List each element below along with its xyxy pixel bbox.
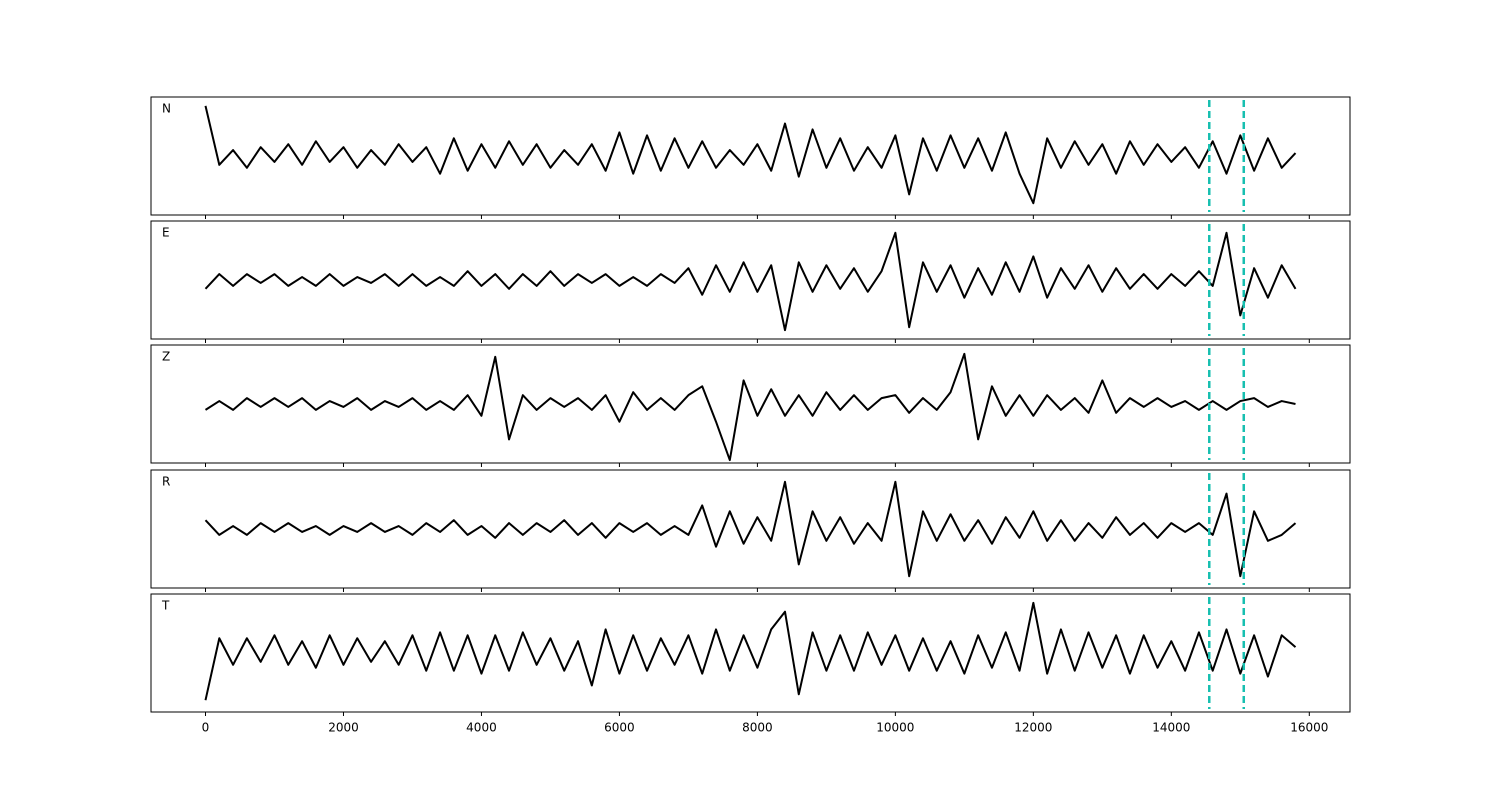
trace: [204, 105, 1297, 205]
trace: [204, 480, 1297, 578]
x-tick-label: 16000: [1290, 721, 1328, 735]
trace: [204, 601, 1297, 701]
panel-frame: [150, 220, 1351, 340]
panel-frame: [150, 96, 1351, 216]
x-tick-label: 14000: [1152, 721, 1190, 735]
x-tick-label: 8000: [742, 721, 773, 735]
x-tick-label: 10000: [876, 721, 914, 735]
x-tick-label: 4000: [466, 721, 497, 735]
x-tick-label: 6000: [604, 721, 635, 735]
panel-label: E: [162, 226, 170, 240]
trace: [204, 231, 1297, 332]
x-tick-label: 12000: [1014, 721, 1052, 735]
panel-frame: [150, 469, 1351, 589]
x-tick-label: 2000: [328, 721, 359, 735]
panel-label: N: [162, 102, 171, 116]
trace: [204, 352, 1296, 462]
panel-frame: [150, 593, 1351, 713]
x-tick-label: 0: [202, 721, 210, 735]
panel-label: R: [162, 475, 170, 489]
panel-label: T: [161, 599, 170, 613]
panel-label: Z: [162, 350, 170, 364]
panel-frame: [150, 344, 1351, 464]
